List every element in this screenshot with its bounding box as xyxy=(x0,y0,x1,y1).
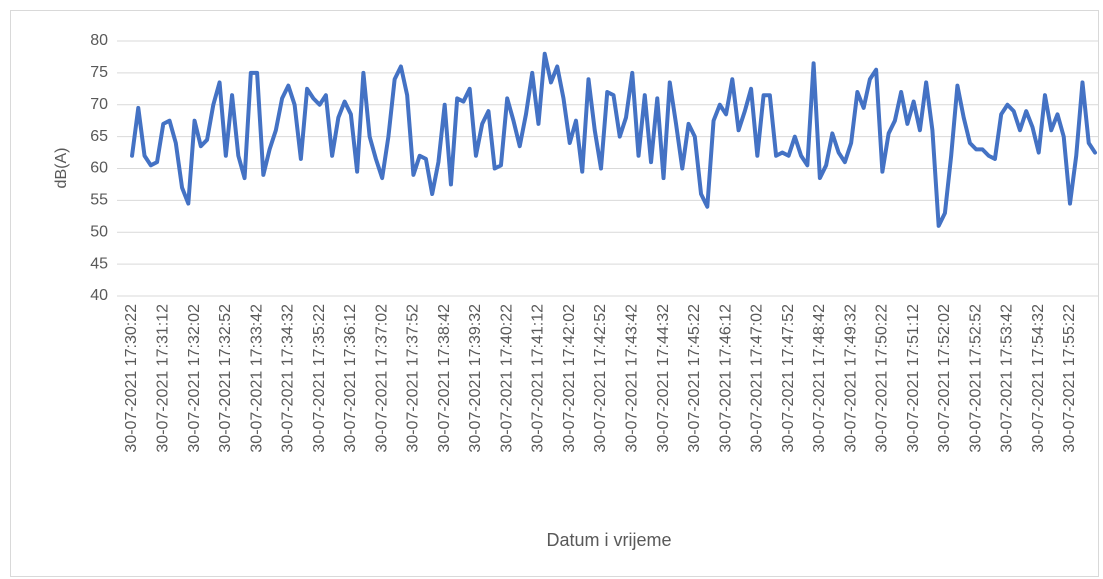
x-tick-label: 30-07-2021 17:42:02 xyxy=(561,304,578,453)
x-tick-label: 30-07-2021 17:39:32 xyxy=(467,304,484,453)
x-tick-label: 30-07-2021 17:46:12 xyxy=(717,304,734,453)
x-tick-label: 30-07-2021 17:35:22 xyxy=(311,304,328,453)
x-tick-label: 30-07-2021 17:45:22 xyxy=(686,304,703,453)
x-tick-label: 30-07-2021 17:44:32 xyxy=(655,304,672,453)
y-tick-label: 70 xyxy=(90,96,108,113)
x-tick-label: 30-07-2021 17:47:02 xyxy=(749,304,766,453)
x-tick-label: 30-07-2021 17:52:02 xyxy=(936,304,953,453)
x-tick-label: 30-07-2021 17:52:52 xyxy=(967,304,984,453)
x-tick-label: 30-07-2021 17:53:42 xyxy=(999,304,1016,453)
x-tick-label: 30-07-2021 17:36:12 xyxy=(342,304,359,453)
y-tick-label: 55 xyxy=(90,192,108,209)
x-tick-label: 30-07-2021 17:31:12 xyxy=(155,304,172,453)
x-tick-label: 30-07-2021 17:51:12 xyxy=(905,304,922,453)
x-tick-label: 30-07-2021 17:30:22 xyxy=(123,304,140,453)
y-tick-label: 50 xyxy=(90,223,108,240)
x-tick-label: 30-07-2021 17:37:02 xyxy=(373,304,390,453)
x-tick-label: 30-07-2021 17:37:52 xyxy=(405,304,422,453)
x-tick-label: 30-07-2021 17:34:32 xyxy=(280,304,297,453)
data-line xyxy=(130,51,1097,228)
y-tick-label: 45 xyxy=(90,255,108,272)
x-tick-label: 30-07-2021 17:47:52 xyxy=(780,304,797,453)
x-tick-label: 30-07-2021 17:55:22 xyxy=(1061,304,1078,453)
x-tick-label: 30-07-2021 17:48:42 xyxy=(811,304,828,453)
x-axis-title: Datum i vrijeme xyxy=(546,530,671,550)
x-tick-label: 30-07-2021 17:54:32 xyxy=(1030,304,1047,453)
x-tick-label: 30-07-2021 17:43:42 xyxy=(623,304,640,453)
x-tick-label: 30-07-2021 17:41:12 xyxy=(530,304,547,453)
y-tick-label: 75 xyxy=(90,64,108,81)
y-tick-label: 80 xyxy=(90,32,108,49)
y-axis-title: dB(A) xyxy=(53,148,70,189)
y-tick-label: 40 xyxy=(90,287,108,304)
x-tick-label: 30-07-2021 17:32:02 xyxy=(186,304,203,453)
y-tick-label: 65 xyxy=(90,128,108,145)
y-tick-label: 60 xyxy=(90,160,108,177)
x-tick-label: 30-07-2021 17:49:32 xyxy=(842,304,859,453)
chart-border xyxy=(10,10,1099,577)
x-tick-label: 30-07-2021 17:33:42 xyxy=(248,304,265,453)
x-tick-label: 30-07-2021 17:38:42 xyxy=(436,304,453,453)
x-tick-label: 30-07-2021 17:50:22 xyxy=(874,304,891,453)
x-tick-label: 30-07-2021 17:42:52 xyxy=(592,304,609,453)
x-tick-label: 30-07-2021 17:40:22 xyxy=(498,304,515,453)
x-tick-label: 30-07-2021 17:32:52 xyxy=(217,304,234,453)
